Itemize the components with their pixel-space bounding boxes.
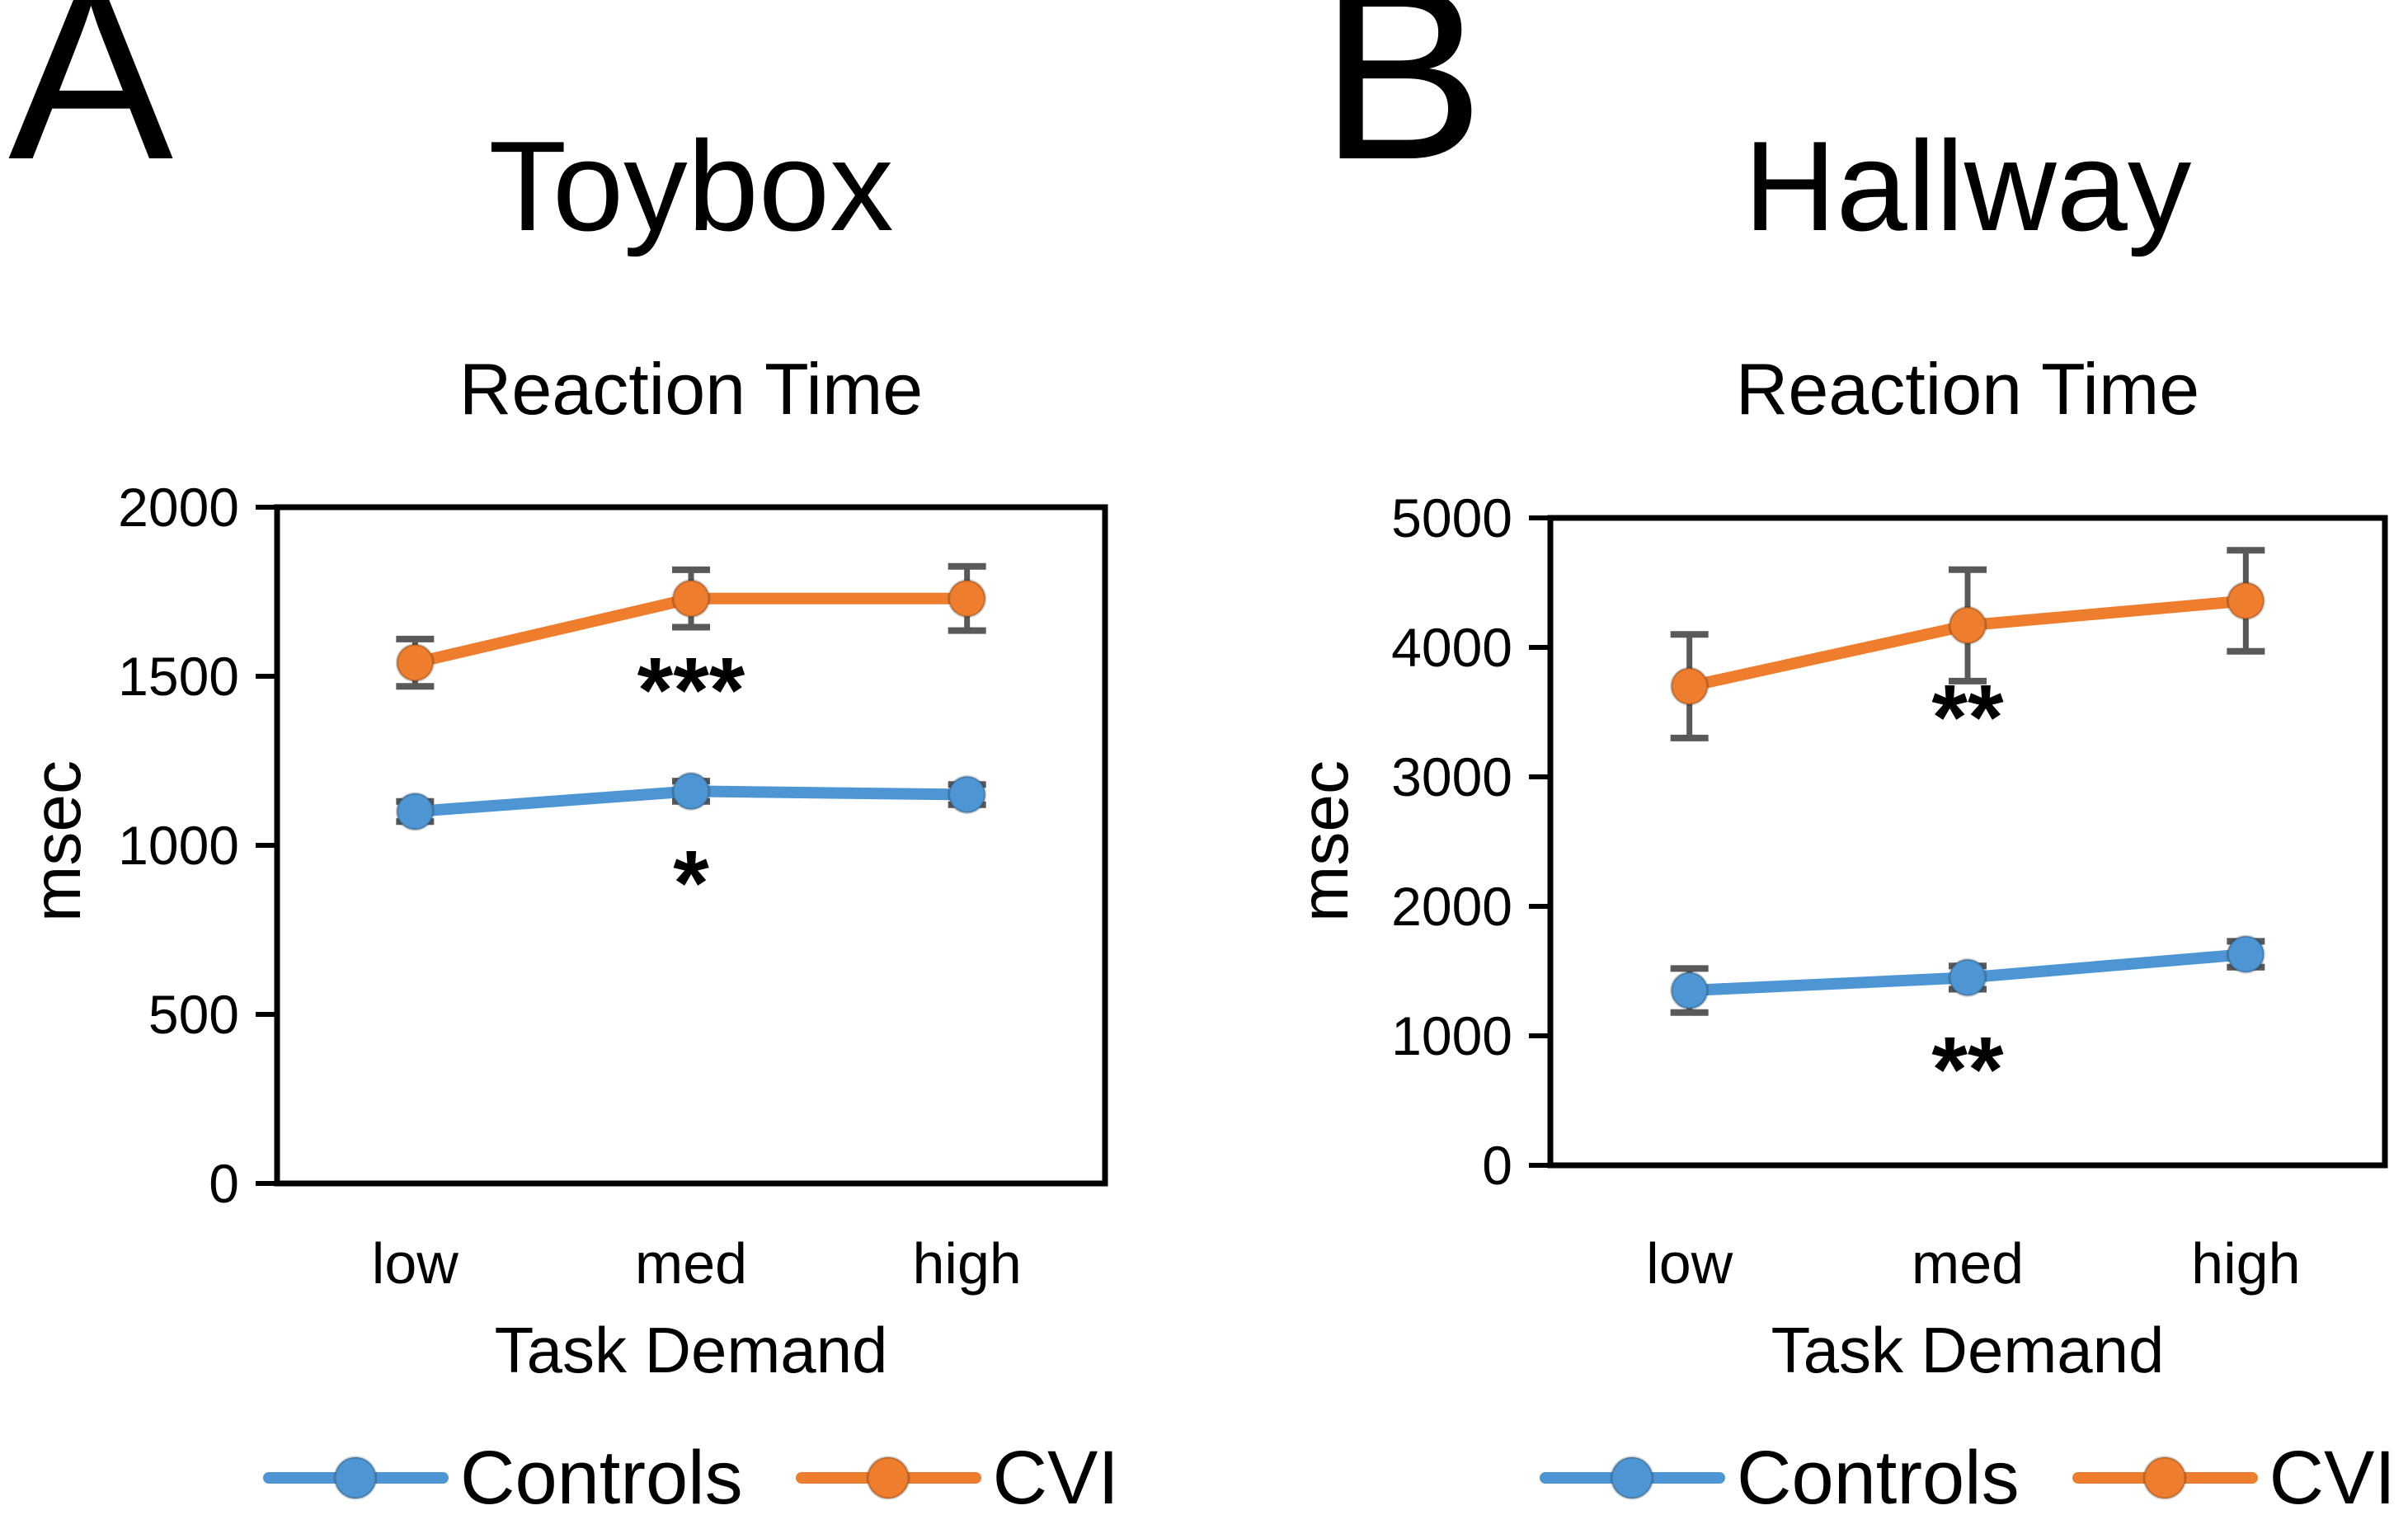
panel-b-y-axis-label: msec: [1287, 760, 1362, 922]
x-category-label: med: [1912, 1231, 2024, 1296]
data-point-controls-high: [2226, 934, 2265, 974]
y-tick-label: 4000: [1391, 617, 1512, 678]
panel-b-legend: Controls CVI: [1540, 1427, 2396, 1529]
data-point-controls-low: [395, 792, 435, 831]
x-category-label: low: [1646, 1231, 1733, 1296]
data-point-cvi-low: [1670, 666, 1710, 706]
legend-item-cvi: CVI: [795, 1428, 1119, 1527]
data-point-controls-med: [1948, 957, 1987, 997]
y-tick-label: 3000: [1391, 746, 1512, 807]
panel-b-title: Hallway: [1743, 115, 2192, 257]
y-tick-label: 1500: [118, 646, 239, 707]
legend-item-controls: Controls: [1540, 1428, 2020, 1527]
controls-line-marker-icon: [1540, 1456, 1726, 1500]
significance-marker: **: [1931, 666, 2004, 769]
y-tick-label: 0: [1482, 1135, 1512, 1196]
panel-a-y-axis-label: msec: [20, 760, 95, 922]
plot-frame: [1547, 515, 2388, 1169]
panel-a-legend: Controls CVI: [263, 1427, 1119, 1529]
legend-label-cvi: CVI: [2269, 1436, 2396, 1520]
significance-marker: ***: [637, 639, 745, 742]
legend-item-cvi: CVI: [2072, 1428, 2396, 1527]
data-point-cvi-med: [671, 579, 711, 619]
y-tick-label: 0: [209, 1153, 239, 1214]
legend-label-controls: Controls: [460, 1436, 743, 1520]
y-tick-label: 5000: [1391, 487, 1512, 548]
controls-line-marker-icon: [263, 1456, 449, 1500]
data-point-cvi-high: [948, 579, 987, 619]
y-tick-label: 500: [148, 984, 239, 1045]
x-category-label: med: [635, 1231, 747, 1296]
panel-a-title: Toybox: [488, 115, 894, 257]
data-point-cvi-med: [1948, 605, 1987, 645]
legend-label-controls: Controls: [1737, 1436, 2020, 1520]
y-tick-label: 2000: [1391, 876, 1512, 937]
legend-label-cvi: CVI: [992, 1436, 1119, 1520]
panel-b-subtitle: Reaction Time: [1735, 348, 2200, 430]
panel-a-letter: A: [8, 0, 174, 211]
y-tick-label: 1000: [118, 815, 239, 876]
x-category-label: high: [2191, 1231, 2300, 1296]
panel-a-x-axis-label: Task Demand: [494, 1314, 888, 1386]
y-tick-label: 1000: [1391, 1005, 1512, 1066]
data-point-controls-high: [948, 775, 987, 814]
data-point-controls-med: [671, 771, 711, 811]
significance-marker: *: [673, 831, 709, 934]
panel-b: B Hallway Reaction Time msec Task Demand…: [1204, 0, 2408, 1516]
data-point-cvi-high: [2226, 581, 2265, 620]
panel-a: A Toybox Reaction Time msec Task Demand …: [0, 0, 1204, 1516]
x-category-label: high: [912, 1231, 1021, 1296]
cvi-line-marker-icon: [2072, 1456, 2258, 1500]
data-point-cvi-low: [395, 643, 435, 683]
data-point-controls-low: [1670, 971, 1710, 1010]
y-tick-label: 2000: [118, 477, 239, 538]
panel-b-x-axis-label: Task Demand: [1771, 1314, 2165, 1386]
panel-b-letter: B: [1319, 0, 1485, 211]
significance-marker: **: [1931, 1018, 2004, 1121]
legend-item-controls: Controls: [263, 1428, 743, 1527]
x-category-label: low: [372, 1231, 459, 1296]
cvi-line-marker-icon: [795, 1456, 981, 1500]
panel-a-subtitle: Reaction Time: [459, 348, 924, 430]
